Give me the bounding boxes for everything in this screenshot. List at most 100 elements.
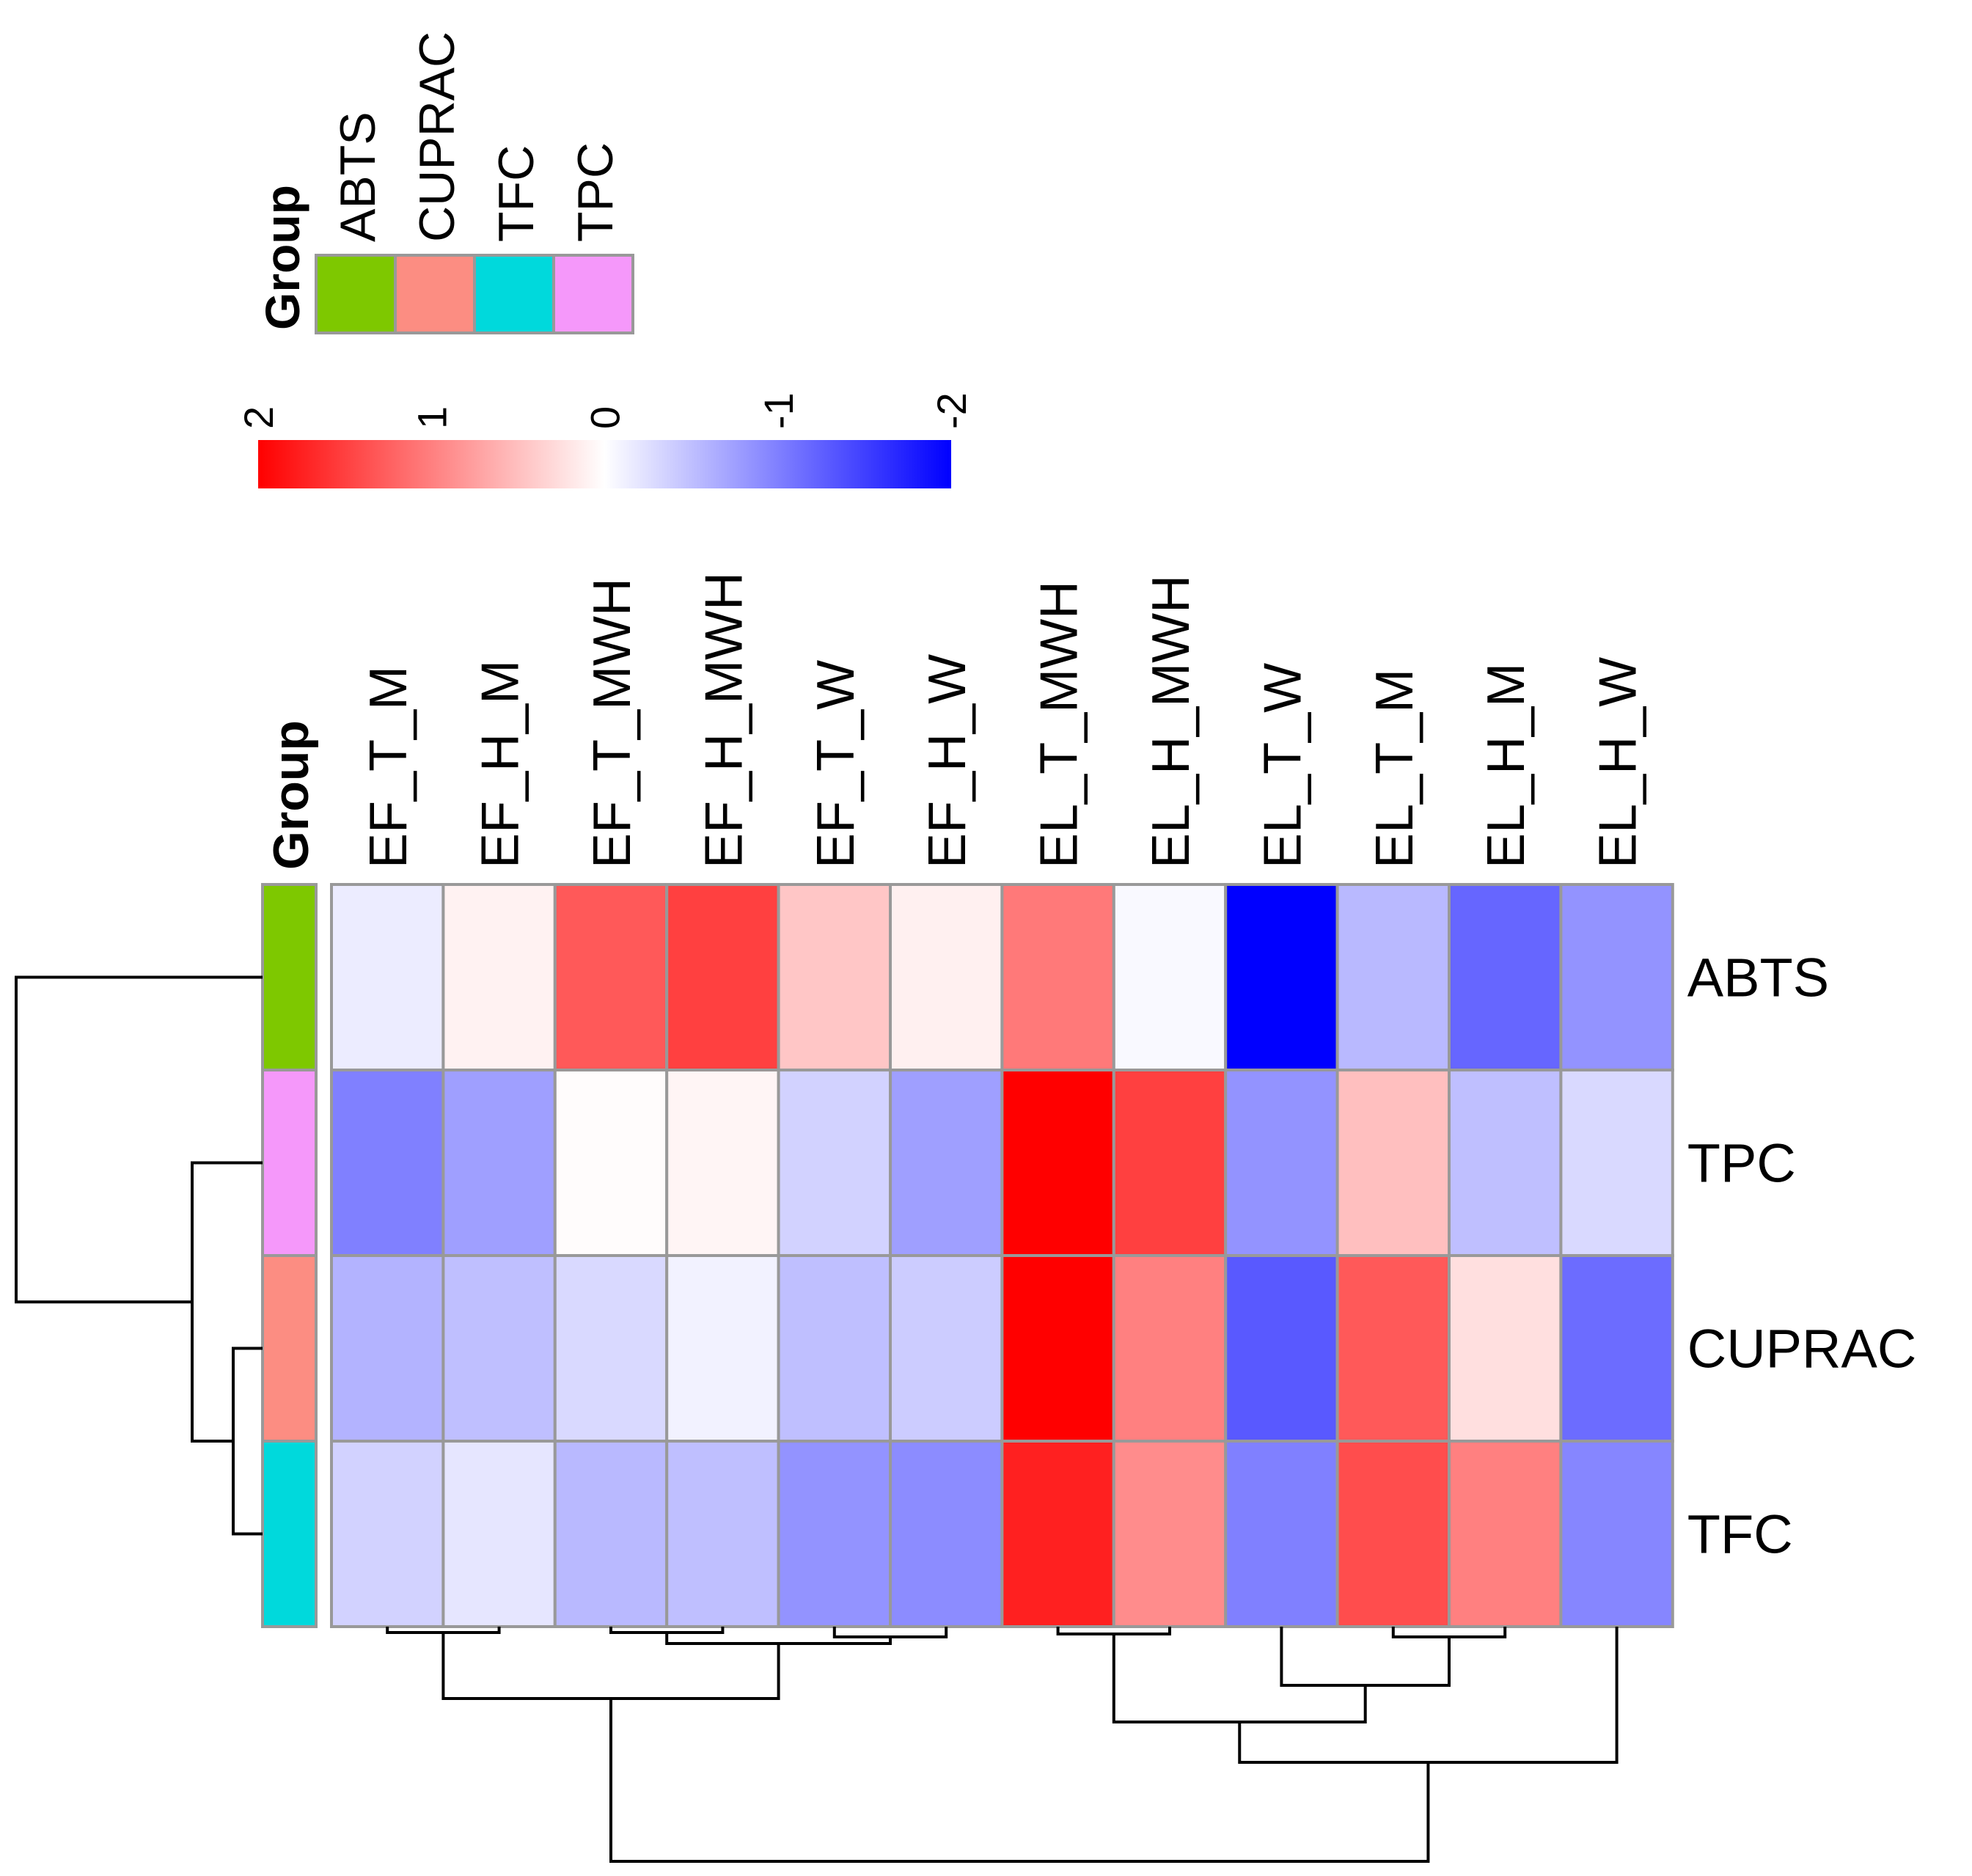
heatmap-cell-TFC-EF_T_M (330, 1440, 445, 1628)
color-scale-tick--2: -2 (928, 392, 975, 429)
row-dendro-root (15, 975, 263, 1304)
column-label-EF_H_MWH: EF_H_MWH (694, 572, 753, 868)
column-label-EL_H_MWH: EL_H_MWH (1142, 575, 1201, 868)
heatmap-cell-CUPRAC-EF_H_W (889, 1254, 1004, 1443)
row-dendrogram (15, 975, 263, 1536)
column-label-EF_H_M: EF_H_M (472, 660, 530, 868)
heatmap-cell-ABTS-EL_H_M (1448, 883, 1563, 1071)
heatmap-cell-TPC-EL_T_M (1335, 1069, 1451, 1257)
column-dendrogram (386, 1627, 1619, 1863)
row-dendro-cuprac-tfc (232, 1346, 263, 1536)
heatmap-cell-TPC-EF_T_M (330, 1069, 445, 1257)
color-scale-tick-2: 2 (235, 406, 282, 429)
group-annotation-bar: Group (261, 720, 319, 1628)
heatmap-cell-ABTS-EL_H_W (1559, 883, 1674, 1071)
heatmap-cell-ABTS-EF_T_W (777, 883, 892, 1071)
group-legend-swatch-TPC (552, 254, 634, 334)
annotation-title: Group (263, 720, 319, 870)
annotation-cell-CUPRAC (261, 1254, 318, 1443)
row-label-ABTS: ABTS (1687, 948, 1829, 1008)
heatmap-cell-TFC-EL_T_M (1335, 1440, 1451, 1628)
heatmap-cell-ABTS-EL_T_M (1335, 883, 1451, 1071)
heatmap-cell-CUPRAC-EL_H_MWH (1112, 1254, 1228, 1443)
group-legend-title: Group (255, 185, 309, 330)
column-label-EL_T_M: EL_T_M (1366, 669, 1424, 868)
group-legend-label-ABTS: ABTS (330, 111, 386, 242)
row-label-TFC: TFC (1687, 1504, 1793, 1565)
heatmap-cell-ABTS-EL_T_W (1224, 883, 1339, 1071)
row-dendro-tpc-merge (191, 1161, 263, 1443)
column-label-EL_H_M: EL_H_M (1477, 663, 1536, 868)
heatmap-cell-TPC-EL_H_W (1559, 1069, 1674, 1257)
col-dendro-el-m (1391, 1627, 1507, 1638)
heatmap-cell-TPC-EL_H_MWH (1112, 1069, 1228, 1257)
col-dendro-el-root (1238, 1627, 1619, 1764)
column-label-EF_H_W: EF_H_W (918, 654, 977, 868)
heatmap-cell-TFC-EL_T_W (1224, 1440, 1339, 1628)
column-label-EL_T_W: EL_T_W (1253, 663, 1312, 868)
heatmap-cell-TFC-EF_H_M (441, 1440, 557, 1628)
column-label-EF_T_MWH: EF_T_MWH (583, 578, 642, 868)
heatmap-cell-TFC-EF_T_MWH (553, 1440, 669, 1628)
heatmap-cell-TFC-EL_H_M (1448, 1440, 1563, 1628)
col-dendro-ef-w (832, 1627, 948, 1638)
column-labels: EF_T_M EF_H_M EF_T_MWH EF_H_MWH EF_T_W EF_H_W… (359, 572, 1647, 868)
heatmap-cell-CUPRAC-EF_T_W (777, 1254, 892, 1443)
column-label-EL_T_MWH: EL_T_MWH (1030, 581, 1089, 868)
group-legend-swatch-TFC (473, 254, 555, 334)
group-legend-label-TFC: TFC (488, 145, 544, 242)
color-scale-legend: 2 1 0 -1 -2 (235, 392, 975, 488)
heatmap-cell-ABTS-EF_H_MWH (665, 883, 780, 1071)
heatmap-cell-CUPRAC-EF_H_MWH (665, 1254, 780, 1443)
heatmap-cell-ABTS-EF_T_M (330, 883, 445, 1071)
heatmap-cell-TFC-EF_H_MWH (665, 1440, 780, 1628)
heatmap-cell-CUPRAC-EF_H_M (441, 1254, 557, 1443)
heatmap-cell-ABTS-EF_H_M (441, 883, 557, 1071)
heatmap-cell-TPC-EL_H_M (1448, 1069, 1563, 1257)
heatmap-cell-CUPRAC-EF_T_M (330, 1254, 445, 1443)
annotation-cell-TPC (261, 1069, 318, 1257)
color-scale-tick-1: 1 (408, 406, 455, 429)
heatmap-cell-TPC-EF_H_MWH (665, 1069, 780, 1257)
col-dendro-root (609, 1699, 1430, 1863)
heatmap-cell-CUPRAC-EL_T_W (1224, 1254, 1339, 1443)
column-label-EF_T_W: EF_T_W (807, 660, 865, 868)
group-legend-swatch-CUPRAC (394, 254, 476, 334)
column-label-EL_H_W: EL_H_W (1589, 657, 1648, 868)
heatmap-cell-TPC-EF_H_W (889, 1069, 1004, 1257)
annotation-cell-ABTS (261, 883, 318, 1071)
heatmap-cell-TFC-EF_H_W (889, 1440, 1004, 1628)
row-labels: ABTS TPC CUPRAC TFC (1687, 948, 1916, 1565)
heatmap-cell-ABTS-EL_H_MWH (1112, 883, 1228, 1071)
col-dendro-el-group (1112, 1634, 1367, 1723)
color-scale-tick--1: -1 (755, 392, 802, 429)
heatmap-cell-ABTS-EL_T_MWH (1000, 883, 1115, 1071)
group-legend-swatch-ABTS (315, 254, 397, 334)
heatmap-cell-TPC-EF_T_W (777, 1069, 892, 1257)
heatmap-cell-TPC-EL_T_MWH (1000, 1069, 1115, 1257)
group-legend-label-CUPRAC: CUPRAC (409, 32, 465, 242)
heatmap-cell-TFC-EL_H_MWH (1112, 1440, 1228, 1628)
heatmap-cell-TPC-EL_T_W (1224, 1069, 1339, 1257)
heatmap-cell-TPC-EF_T_MWH (553, 1069, 669, 1257)
row-label-CUPRAC: CUPRAC (1687, 1319, 1916, 1379)
group-legend: Group ABTS CUPRAC TFC TPC (255, 32, 634, 334)
row-label-TPC: TPC (1687, 1133, 1796, 1194)
group-legend-label-TPC: TPC (568, 142, 623, 242)
color-scale-bar (258, 440, 951, 488)
heatmap-cell-CUPRAC-EF_T_MWH (553, 1254, 669, 1443)
heatmap-cell-CUPRAC-EL_T_MWH (1000, 1254, 1115, 1443)
color-scale-tick-0: 0 (582, 406, 628, 429)
heatmap-cell-CUPRAC-EL_H_W (1559, 1254, 1674, 1443)
heatmap-cell-TFC-EL_T_MWH (1000, 1440, 1115, 1628)
heatmap-cell-ABTS-EF_T_MWH (553, 883, 669, 1071)
column-label-EF_T_M: EF_T_M (359, 666, 418, 868)
heatmap-cells (330, 883, 1674, 1628)
heatmap-cell-TPC-EF_H_M (441, 1069, 557, 1257)
heatmap-cell-CUPRAC-EL_H_M (1448, 1254, 1563, 1443)
heatmap-cell-TFC-EL_H_W (1559, 1440, 1674, 1628)
annotation-cell-TFC (261, 1440, 318, 1628)
heatmap-cell-ABTS-EF_H_W (889, 883, 1004, 1071)
heatmap-cell-TFC-EF_T_W (777, 1440, 892, 1628)
